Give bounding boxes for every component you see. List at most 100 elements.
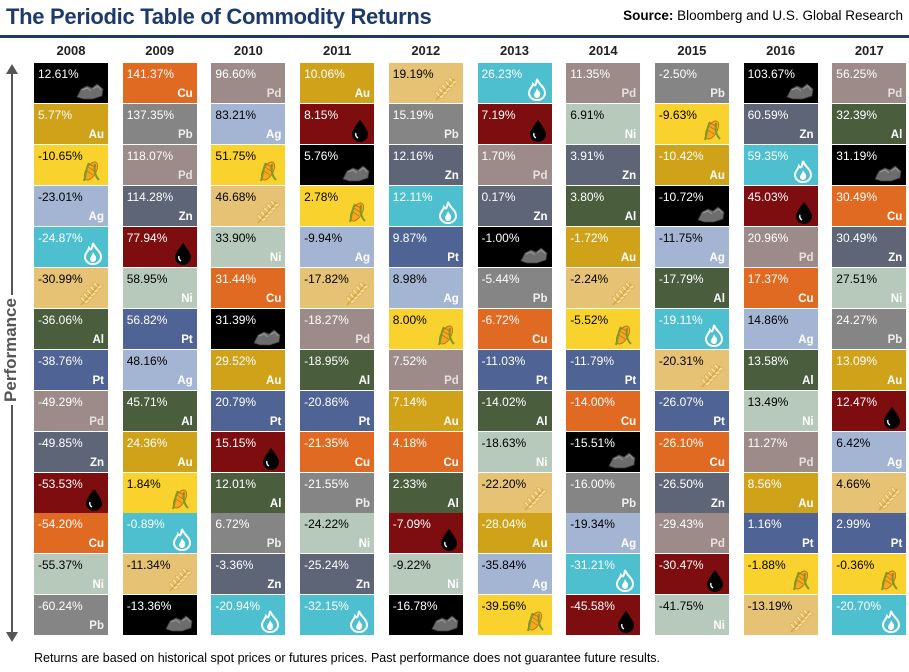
return-value: -53.53% xyxy=(38,476,83,491)
commodity-cell: 45.03% xyxy=(743,185,818,226)
return-value: 58.95% xyxy=(126,271,168,286)
element-symbol: Al xyxy=(92,333,105,346)
return-value: 46.68% xyxy=(215,189,257,204)
return-value: -9.22% xyxy=(392,558,431,573)
commodity-cell: 3.91% Zn xyxy=(566,144,641,185)
coal-icon xyxy=(697,206,725,223)
return-value: 3.80% xyxy=(570,189,605,204)
return-value: -18.27% xyxy=(304,312,349,327)
corn-icon xyxy=(260,161,278,182)
return-value: -41.75% xyxy=(658,599,704,614)
element-symbol: Pd xyxy=(355,333,371,346)
commodity-cell: -7.09% xyxy=(388,513,463,554)
element-symbol: Al xyxy=(269,497,282,510)
element-symbol: Al xyxy=(181,415,193,428)
return-value: 137.35% xyxy=(126,107,175,122)
return-value: 8.15% xyxy=(304,107,339,122)
return-value: 27.51% xyxy=(836,271,877,286)
return-value: -0.89% xyxy=(126,517,165,532)
element-symbol: Al xyxy=(447,497,459,510)
element-symbol: Al xyxy=(713,292,725,305)
commodity-cell: 51.75% xyxy=(211,144,286,185)
commodity-cell: -20.86% Pt xyxy=(300,390,375,431)
element-symbol: Pb xyxy=(532,292,548,305)
return-value: -19.34% xyxy=(570,517,615,532)
return-value: -0.36% xyxy=(836,558,875,573)
coal-icon xyxy=(165,615,193,632)
corn-icon xyxy=(792,570,810,591)
return-value: -9.63% xyxy=(658,107,697,122)
oil-drop-icon xyxy=(86,488,102,511)
element-symbol: Pb xyxy=(621,497,637,510)
return-value: -30.47% xyxy=(658,558,704,573)
commodity-cell: -5.44% Pb xyxy=(477,267,552,308)
oil-drop-icon xyxy=(352,119,369,142)
element-symbol: Pt xyxy=(890,538,903,551)
element-symbol: Pd xyxy=(532,169,548,182)
return-value: 24.36% xyxy=(126,435,168,450)
commodity-cell: 4.66% xyxy=(832,472,907,513)
commodity-cell: -20.94% xyxy=(211,595,286,636)
return-value: 96.60% xyxy=(215,67,257,81)
return-value: -25.24% xyxy=(304,558,349,573)
commodity-cell: -26.10% Cu xyxy=(654,431,729,472)
return-value: 4.18% xyxy=(392,435,427,450)
return-value: 118.07% xyxy=(126,148,174,163)
commodity-cell: -19.11% xyxy=(654,308,729,349)
footnote: Returns are based on historical spot pri… xyxy=(34,651,661,665)
commodity-cell: -17.82% xyxy=(300,267,375,308)
return-value: -38.76% xyxy=(38,353,83,368)
return-value: 6.42% xyxy=(836,435,871,450)
return-value: 103.67% xyxy=(747,67,795,81)
return-value: 5.77% xyxy=(38,107,73,122)
commodity-cell: 6.91% Ni xyxy=(566,103,641,144)
commodity-cell: 141.37% Cu xyxy=(122,63,197,103)
element-symbol: Ni xyxy=(269,251,282,264)
commodity-cell: -10.65% xyxy=(34,144,108,185)
wheat-icon xyxy=(789,609,813,633)
return-value: -24.87% xyxy=(38,230,83,245)
return-value: 11.35% xyxy=(570,67,610,81)
element-symbol: Pb xyxy=(355,497,371,510)
commodity-cell: -35.84% Ag xyxy=(477,554,552,595)
element-symbol: Pb xyxy=(177,128,193,141)
commodity-cell: 26.23% xyxy=(477,63,552,103)
commodity-cell: -26.50% Zn xyxy=(654,472,729,513)
commodity-cell: 15.19% Pb xyxy=(388,103,463,144)
return-value: 45.71% xyxy=(126,394,168,409)
commodity-cell: -9.63% xyxy=(654,103,729,144)
commodity-cell: -36.06% Al xyxy=(34,308,108,349)
return-value: -29.43% xyxy=(658,517,704,532)
return-value: 12.61% xyxy=(38,67,79,81)
element-symbol: Al xyxy=(890,128,903,141)
flame-icon xyxy=(172,529,191,552)
corn-icon xyxy=(437,325,455,345)
oil-drop-icon xyxy=(263,447,280,470)
return-value: 15.19% xyxy=(392,107,434,122)
return-value: 31.19% xyxy=(836,148,877,163)
element-symbol: Zn xyxy=(622,169,637,182)
commodity-cell: -18.63% Ni xyxy=(477,431,552,472)
return-value: 1.70% xyxy=(481,148,516,163)
return-value: -11.03% xyxy=(481,353,526,368)
flame-icon xyxy=(616,570,635,593)
element-symbol: Ni xyxy=(713,620,725,633)
commodity-cell: 2.99% Pt xyxy=(832,513,907,554)
commodity-cell: 5.77% Au xyxy=(34,103,108,144)
commodity-cell: 77.94% xyxy=(122,226,197,267)
element-symbol: Au xyxy=(886,374,903,387)
oil-drop-icon xyxy=(618,611,635,634)
commodity-cell: -21.55% Pb xyxy=(300,472,375,513)
return-value: -3.36% xyxy=(215,558,254,573)
return-value: 83.21% xyxy=(215,107,257,122)
commodity-cell: 31.39% xyxy=(211,308,286,349)
commodity-cell: 13.49% Ni xyxy=(743,390,818,431)
element-symbol: Pt xyxy=(447,251,459,264)
commodity-cell: 30.49% Zn xyxy=(832,226,907,267)
return-value: 3.91% xyxy=(570,148,605,163)
year-header-2016: 2016 xyxy=(766,43,796,58)
wheat-icon xyxy=(434,77,458,101)
element-symbol: Pb xyxy=(266,538,282,551)
return-value: 13.09% xyxy=(836,353,877,368)
commodity-cell: 8.98% Ag xyxy=(388,267,463,308)
